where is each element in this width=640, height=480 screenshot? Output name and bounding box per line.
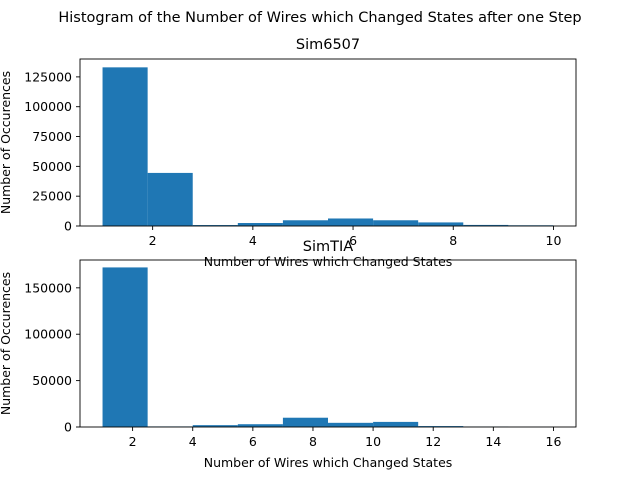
- chart-sim6507-bar-2: [192, 225, 238, 226]
- chart-simtia-title: SimTIA: [303, 239, 353, 255]
- chart-sim6507-bar-7: [418, 222, 464, 226]
- chart-sim6507-bar-4: [282, 220, 328, 226]
- chart-simtia-x-tick-label-0: 2: [129, 434, 137, 449]
- chart-sim6507-x-tick-label-0: 2: [149, 233, 157, 248]
- chart-simtia-bar-2: [192, 425, 238, 427]
- chart-sim6507-bar-3: [237, 223, 283, 226]
- chart-sim6507-x-tick-label-1: 4: [249, 233, 257, 248]
- chart-sim6507-y-tick-label-0: 0: [64, 219, 72, 234]
- chart-simtia-bar-0: [102, 267, 148, 427]
- chart-sim6507-x-tick-label-3: 8: [449, 233, 457, 248]
- chart-sim6507-x-tick-label-4: 10: [546, 233, 562, 248]
- chart-sim6507-title: Sim6507: [296, 37, 360, 53]
- chart-simtia-x-axis-label: Number of Wires which Changed States: [204, 455, 453, 470]
- chart-simtia: 2 4 6 8 10 12 14 16 0 50000 100000 150000 Number o…: [0, 239, 577, 470]
- chart-simtia-y-tick-label-3: 150000: [24, 280, 72, 295]
- chart-simtia-x-tick-label-7: 16: [546, 434, 562, 449]
- chart-simtia-frame: [79, 259, 577, 428]
- chart-simtia-y-tick-label-1: 50000: [32, 373, 72, 388]
- chart-simtia-y-tick-label-2: 100000: [24, 327, 72, 342]
- chart-sim6507-y-tick-label-3: 75000: [32, 129, 72, 144]
- chart-sim6507-bar-8: [463, 224, 509, 226]
- chart-simtia-x-tick-label-2: 6: [249, 434, 257, 449]
- chart-sim6507: 2 4 6 8 10 0 25000 50000 75000 100000 125000 Numb…: [0, 37, 577, 269]
- chart-simtia-bar-3: [237, 424, 283, 427]
- chart-sim6507-y-axis-label: Number of Occurences: [0, 71, 13, 214]
- chart-simtia-bar-5: [328, 422, 374, 427]
- chart-simtia-x-tick-label-5: 12: [425, 434, 441, 449]
- chart-sim6507-y-tick-label-5: 125000: [24, 69, 72, 84]
- chart-sim6507-x-tick-label-2: 6: [349, 233, 357, 248]
- chart-simtia-y-tick-label-0: 0: [64, 420, 72, 435]
- chart-sim6507-bar-0: [102, 67, 148, 226]
- chart-sim6507-bar-6: [373, 220, 419, 226]
- chart-sim6507-bar-1: [147, 172, 193, 226]
- chart-simtia-bar-7: [418, 426, 464, 427]
- chart-sim6507-x-ticks: 2 4 6 8 10: [149, 226, 562, 248]
- chart-simtia-x-tick-label-3: 8: [309, 434, 317, 449]
- chart-sim6507-x-axis-label: Number of Wires which Changed States: [204, 254, 453, 269]
- chart-simtia-y-ticks: 0 50000 100000 150000: [24, 280, 80, 435]
- figure-title: Histogram of the Number of Wires which C…: [58, 10, 581, 26]
- chart-sim6507-y-tick-label-1: 25000: [32, 189, 72, 204]
- chart-sim6507-y-ticks: 0 25000 50000 75000 100000 125000: [24, 69, 80, 234]
- chart-simtia-x-tick-label-6: 14: [485, 434, 501, 449]
- chart-sim6507-y-tick-label-2: 50000: [32, 159, 72, 174]
- chart-sim6507-bars: [102, 67, 554, 226]
- chart-sim6507-bar-5: [328, 218, 374, 226]
- chart-simtia-x-tick-label-1: 4: [189, 434, 197, 449]
- chart-simtia-y-axis-label: Number of Occurences: [0, 272, 13, 415]
- chart-simtia-bar-6: [373, 421, 419, 427]
- chart-sim6507-y-tick-label-4: 100000: [24, 99, 72, 114]
- chart-simtia-x-tick-label-4: 10: [365, 434, 381, 449]
- chart-simtia-x-ticks: 2 4 6 8 10 12 14 16: [129, 427, 562, 449]
- chart-simtia-bar-4: [282, 417, 328, 427]
- chart-sim6507-frame: [79, 58, 577, 227]
- chart-simtia-bars: [102, 267, 554, 427]
